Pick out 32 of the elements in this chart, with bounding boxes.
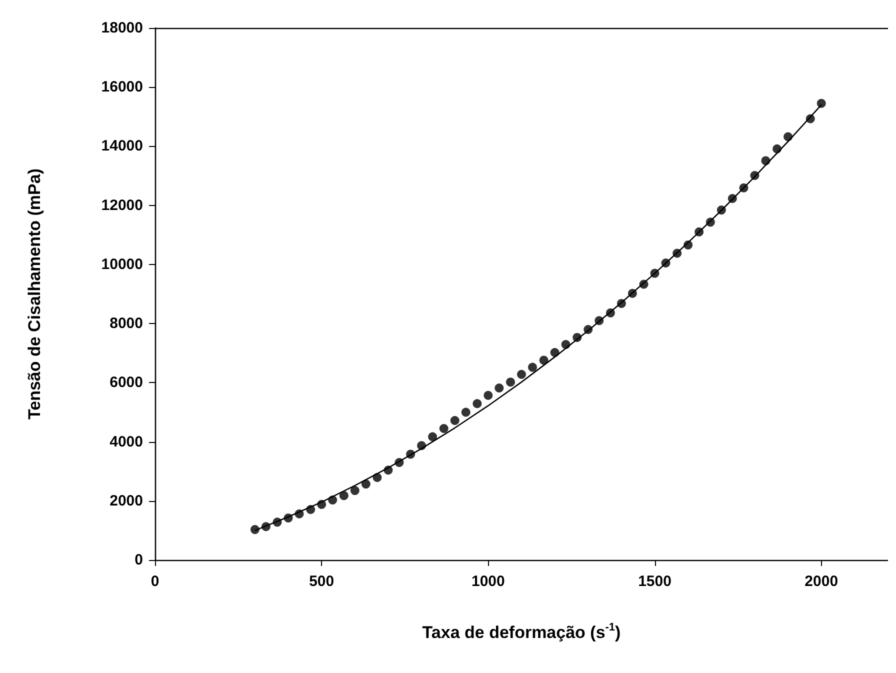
x-tick-label: 1000	[471, 573, 505, 590]
point	[472, 399, 482, 408]
y-tick-label: 0	[134, 552, 143, 568]
y-tick-label: 12000	[101, 196, 143, 214]
point	[484, 390, 493, 400]
x-tick-label: 0	[150, 573, 160, 590]
point	[361, 480, 370, 489]
y-tick-label: 16000	[101, 78, 143, 96]
point	[439, 424, 448, 433]
point	[528, 362, 537, 372]
point	[539, 356, 548, 365]
point	[816, 98, 826, 108]
y-tick-label: 4000	[110, 433, 143, 450]
y-tick-label: 8000	[110, 315, 143, 332]
y-tick-label: 10000	[101, 256, 143, 273]
point	[350, 486, 360, 496]
point	[450, 416, 460, 425]
point	[517, 370, 526, 379]
point	[506, 378, 516, 387]
x-tick-label: 2000	[804, 573, 838, 590]
x-tick-label: 500	[309, 573, 334, 590]
y-axis-title: Tensão de Cisalhamento (mPa)	[25, 168, 44, 420]
point	[339, 491, 348, 500]
y-tick-label: 18000	[101, 20, 143, 36]
point	[250, 525, 260, 534]
y-tick-label: 14000	[101, 138, 143, 155]
y-tick-label: 6000	[110, 374, 143, 392]
point	[494, 383, 504, 392]
point	[461, 408, 470, 417]
y-tick-label: 2000	[110, 492, 143, 510]
point	[428, 432, 438, 442]
x-tick-label: 1500	[638, 573, 672, 590]
